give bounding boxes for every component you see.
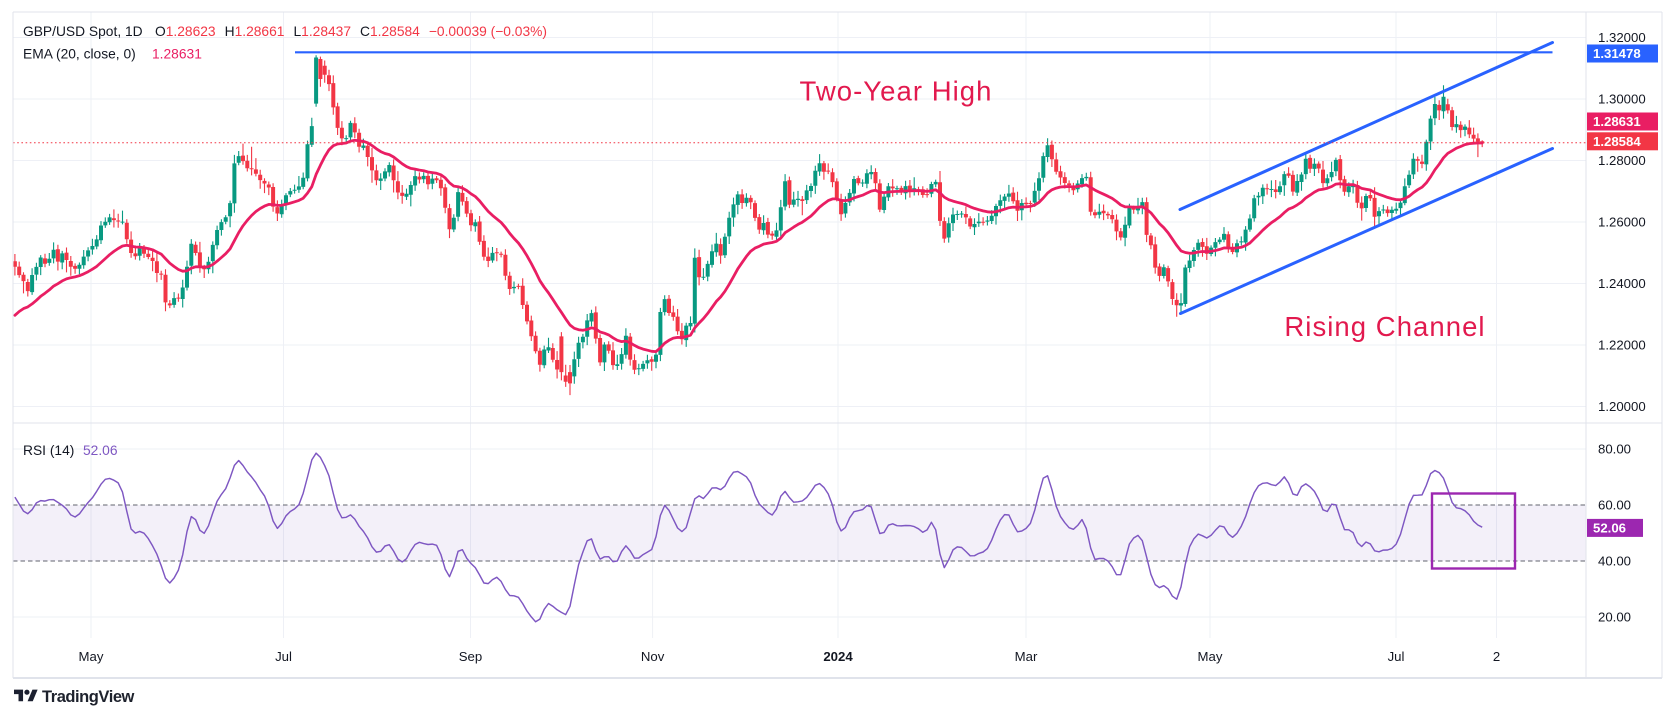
svg-text:1.28631: 1.28631 — [152, 47, 202, 62]
svg-text:Nov: Nov — [641, 649, 665, 664]
svg-text:Rising Channel: Rising Channel — [1284, 311, 1485, 342]
svg-text:52.06: 52.06 — [1593, 521, 1626, 536]
svg-text:1.20000: 1.20000 — [1598, 399, 1646, 414]
svg-text:Jul: Jul — [1388, 649, 1405, 664]
svg-text:60.00: 60.00 — [1598, 498, 1631, 513]
svg-text:GBP/USD Spot, 1D: GBP/USD Spot, 1D — [23, 24, 143, 39]
svg-text:Mar: Mar — [1015, 649, 1038, 664]
svg-text:Sep: Sep — [459, 649, 482, 664]
svg-text:40.00: 40.00 — [1598, 554, 1631, 569]
svg-text:EMA (20, close, 0): EMA (20, close, 0) — [23, 47, 136, 62]
svg-text:TradingView: TradingView — [42, 688, 135, 706]
svg-text:1.31478: 1.31478 — [1593, 46, 1641, 61]
svg-text:80.00: 80.00 — [1598, 442, 1631, 457]
svg-text:1.26000: 1.26000 — [1598, 215, 1646, 230]
svg-text:1.22000: 1.22000 — [1598, 338, 1646, 353]
svg-text:1.28000: 1.28000 — [1598, 153, 1646, 168]
svg-text:2024: 2024 — [823, 649, 853, 664]
svg-text:1.28584: 1.28584 — [1593, 134, 1641, 149]
svg-text:1.30000: 1.30000 — [1598, 92, 1646, 107]
svg-text:20.00: 20.00 — [1598, 610, 1631, 625]
svg-text:Two-Year High: Two-Year High — [799, 76, 992, 107]
svg-text:52.06: 52.06 — [83, 443, 118, 458]
svg-text:1.24000: 1.24000 — [1598, 276, 1646, 291]
svg-text:1.28631: 1.28631 — [1593, 114, 1641, 129]
svg-text:May: May — [1198, 649, 1223, 664]
svg-text:1.32000: 1.32000 — [1598, 30, 1646, 45]
svg-text:RSI (14): RSI (14) — [23, 443, 74, 458]
svg-text:May: May — [79, 649, 104, 664]
svg-text:2: 2 — [1493, 649, 1500, 664]
svg-text:Jul: Jul — [275, 649, 292, 664]
